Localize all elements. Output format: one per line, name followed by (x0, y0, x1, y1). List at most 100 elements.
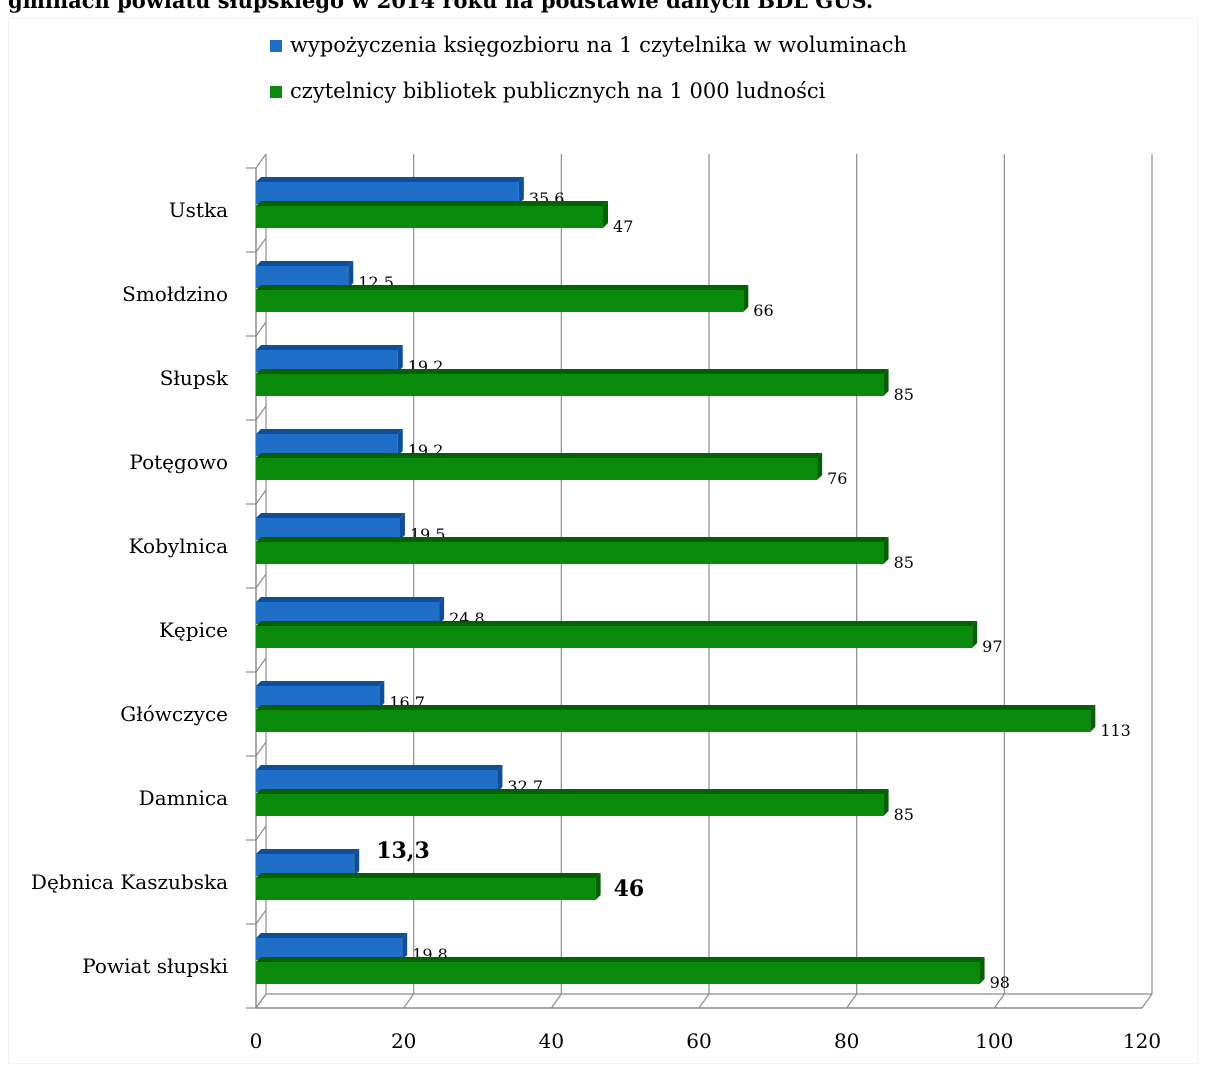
chart-container: wypożyczenia księgozbioru na 1 czytelnik… (7, 17, 1199, 1065)
bar-readers-ustka (256, 206, 604, 228)
data-label-readers-ustka: 47 (613, 217, 633, 236)
category-label-glowczyce: Główczyce (120, 702, 228, 726)
bar-side-face (497, 765, 503, 792)
wall-depth-line (255, 321, 267, 337)
wall-depth-line (255, 909, 267, 925)
bar-readers-debnica-kaszubska (256, 878, 596, 900)
bar-loans-kepice (256, 602, 440, 624)
bar-top-face (256, 597, 445, 602)
bar-top-face (256, 285, 749, 290)
grid-depth-line (846, 993, 858, 1009)
data-label-readers-debnica-kaszubska: 46 (614, 876, 645, 902)
legend-label-readers: czytelnicy bibliotek publicznych na 1 00… (290, 79, 826, 103)
data-label-readers-kepice: 97 (982, 637, 1002, 656)
bar-top-face (256, 429, 403, 434)
wall-depth-line (255, 405, 267, 421)
data-label-readers-kobylnica: 85 (894, 553, 914, 572)
bar-side-face (817, 453, 823, 480)
category-label-potegowo: Potęgowo (129, 450, 228, 474)
x-tick-labels: 0 20 40 60 80 100 120 (250, 1029, 1161, 1053)
x-tick-label-120: 120 (1123, 1029, 1161, 1053)
figure-caption: gminach powiatu słupskiego w 2014 roku n… (8, 0, 874, 13)
bar-side-face (397, 429, 403, 456)
bar-readers-glowczyce (256, 710, 1091, 732)
bar-side-face (972, 621, 978, 648)
wall-depth-line (255, 741, 267, 757)
bar-readers-kobylnica (256, 542, 884, 564)
bar-side-face (743, 285, 749, 312)
x-tick-label-60: 60 (686, 1029, 711, 1053)
data-label-readers-slupsk: 85 (894, 385, 914, 404)
bar-side-face (402, 933, 408, 960)
category-label-slupsk: Słupsk (160, 366, 229, 390)
bar-loans-kobylnica (256, 518, 400, 540)
grid-depth-line (698, 993, 710, 1009)
category-label-ustka: Ustka (169, 198, 228, 222)
x-tick-label-20: 20 (391, 1029, 416, 1053)
bar-top-face (256, 369, 889, 374)
bar-readers-powiat-slupski (256, 962, 980, 984)
bar-side-face (399, 513, 405, 540)
category-label-damnica: Damnica (139, 786, 228, 810)
category-label-kepice: Kępice (159, 618, 228, 642)
bar-loans-glowczyce (256, 686, 380, 708)
bar-side-face (354, 849, 360, 876)
category-label-smoldzino: Smołdzino (122, 282, 228, 306)
bar-loans-smoldzino (256, 266, 349, 288)
bar-side-face (348, 261, 354, 288)
data-label-readers-smoldzino: 66 (753, 301, 773, 320)
bar-top-face (256, 873, 601, 878)
legend-label-loans: wypożyczenia księgozbioru na 1 czytelnik… (290, 33, 907, 57)
bar-top-face (256, 705, 1096, 710)
bar-side-face (1090, 705, 1096, 732)
x-tick-label-100: 100 (975, 1029, 1013, 1053)
wall-depth-line (255, 993, 267, 1009)
bar-loans-slupsk (256, 350, 398, 372)
wall-depth-line (255, 237, 267, 253)
category-label-kobylnica: Kobylnica (129, 534, 228, 558)
bar-top-face (256, 789, 889, 794)
bar-readers-damnica (256, 794, 884, 816)
bars: 35,64712,56619,28519,27619,58524,89716,7… (256, 177, 1131, 992)
bar-top-face (256, 849, 360, 854)
bar-top-face (256, 537, 889, 542)
wall-depth-line (255, 489, 267, 505)
bar-side-face (518, 177, 524, 204)
bar-top-face (256, 177, 524, 182)
bar-loans-ustka (256, 182, 519, 204)
x-tick-label-40: 40 (539, 1029, 564, 1053)
legend: wypożyczenia księgozbioru na 1 czytelnik… (270, 33, 907, 103)
data-label-readers-powiat-slupski: 98 (990, 973, 1010, 992)
bar-side-face (883, 789, 889, 816)
grid-depth-line (1141, 993, 1153, 1009)
bar-readers-potegowo (256, 458, 818, 480)
wall-depth-line (255, 573, 267, 589)
bar-side-face (979, 957, 985, 984)
x-tick-label-80: 80 (834, 1029, 859, 1053)
bar-side-face (379, 681, 385, 708)
wall-depth-line (255, 825, 267, 841)
category-label-powiat-slupski: Powiat słupski (82, 954, 228, 978)
category-label-debnica-kaszubska: Dębnica Kaszubska (31, 870, 228, 894)
bar-readers-smoldzino (256, 290, 744, 312)
bar-top-face (256, 345, 403, 350)
grid-depth-line (993, 993, 1005, 1009)
bar-loans-damnica (256, 770, 498, 792)
bar-side-face (397, 345, 403, 372)
bar-loans-potegowo (256, 434, 398, 456)
bar-top-face (256, 621, 978, 626)
wall-depth-line (255, 153, 267, 169)
bar-readers-slupsk (256, 374, 884, 396)
category-labels: Ustka Smołdzino Słupsk Potęgowo Kobylnica Kęp… (31, 198, 229, 978)
data-label-readers-potegowo: 76 (827, 469, 847, 488)
bar-side-face (883, 537, 889, 564)
bar-top-face (256, 261, 354, 266)
bar-top-face (256, 513, 405, 518)
data-label-readers-glowczyce: 113 (1100, 721, 1131, 740)
legend-swatch-readers (270, 86, 282, 98)
bar-top-face (256, 681, 385, 686)
legend-swatch-loans (270, 40, 282, 52)
x-tick-label-0: 0 (250, 1029, 263, 1053)
bar-side-face (883, 369, 889, 396)
bar-side-face (439, 597, 445, 624)
